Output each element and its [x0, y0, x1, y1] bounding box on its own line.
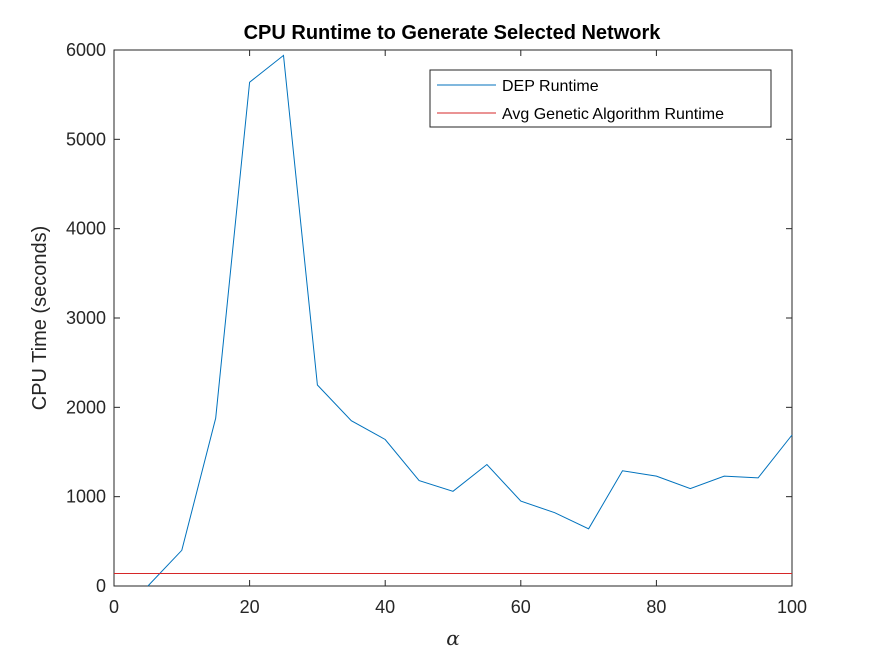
- x-tick-label: 60: [511, 597, 531, 617]
- legend: DEP Runtime Avg Genetic Algorithm Runtim…: [429, 69, 772, 128]
- plot-area: [113, 49, 793, 587]
- x-tick-label: 100: [777, 597, 807, 617]
- x-axis-label: α: [446, 626, 460, 650]
- legend-label-dep-runtime: DEP Runtime: [502, 78, 599, 95]
- x-tick-label: 40: [375, 597, 395, 617]
- y-tick-label: 3000: [66, 308, 106, 328]
- y-tick-label: 5000: [66, 129, 106, 149]
- legend-box: [429, 69, 772, 128]
- legend-label-avg-ga-runtime: Avg Genetic Algorithm Runtime: [502, 106, 724, 123]
- x-tick-label: 20: [240, 597, 260, 617]
- y-axis-label: CPU Time (seconds): [29, 226, 51, 411]
- y-tick-label: 1000: [66, 487, 106, 507]
- y-tick-label: 4000: [66, 219, 106, 239]
- y-tick-label: 0: [96, 576, 106, 596]
- series-lines: [114, 54, 793, 587]
- y-tick-label: 2000: [66, 397, 106, 417]
- chart-title: CPU Runtime to Generate Selected Network: [244, 22, 662, 44]
- series-line-dep-runtime: [147, 54, 793, 587]
- y-tick-label: 6000: [66, 40, 106, 60]
- x-tick-label: 80: [646, 597, 666, 617]
- x-tick-label: 0: [109, 597, 119, 617]
